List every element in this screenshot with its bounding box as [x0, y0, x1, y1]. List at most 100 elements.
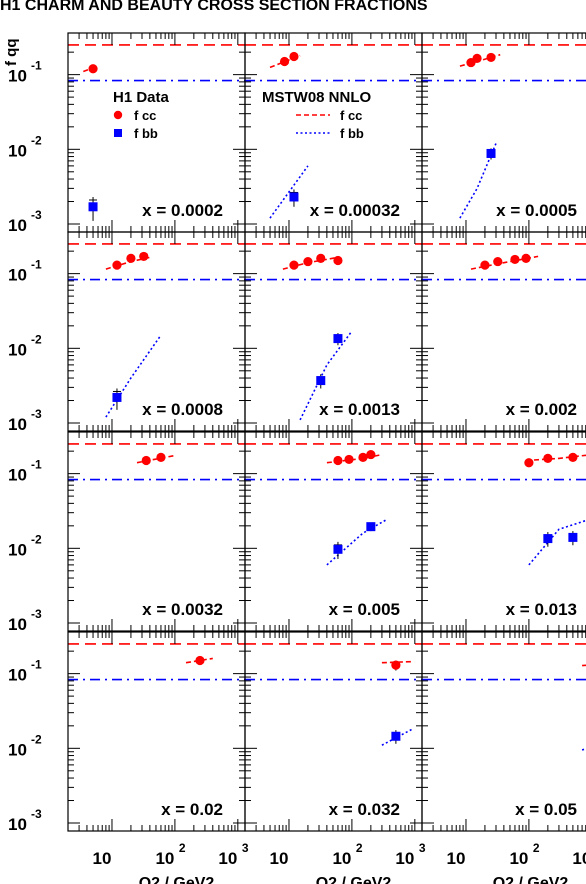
panel-label: x = 0.0013 [319, 400, 400, 419]
data-point-cc [333, 455, 343, 466]
y-tick-label: 10 -1 [8, 658, 42, 685]
data-point-cc [391, 660, 401, 670]
y-tick-base: 10 [8, 740, 27, 759]
x-tick-base: 10 [218, 849, 237, 868]
panel-content [422, 243, 586, 281]
panel-label: x = 0.0032 [142, 600, 223, 619]
theory-curve-cc [381, 660, 413, 664]
x-tick-exponent: 3 [419, 841, 426, 855]
panel-content [422, 44, 586, 219]
legend-label: f bb [134, 126, 158, 141]
data-point-cc [493, 256, 503, 267]
data-point-bb [391, 731, 401, 741]
panel-content [245, 44, 422, 219]
theory-curve-cc [185, 657, 213, 664]
x-tick-label: 10 2 [332, 841, 362, 868]
y-tick-base: 10 [8, 141, 27, 160]
y-tick-base: 10 [8, 67, 27, 86]
y-tick-exponent: -1 [31, 458, 42, 472]
legend-theory-header: MSTW08 NNLO [262, 89, 372, 106]
y-tick-base: 10 [8, 540, 27, 559]
x-tick-base: 10 [270, 849, 289, 868]
y-tick-label: 10 -3 [8, 607, 42, 634]
panel: x = 0.0013 [244, 231, 423, 432]
data-point-cc [289, 51, 299, 62]
y-tick-exponent: -3 [31, 807, 42, 821]
data-point-cc [126, 253, 136, 263]
x-tick-label: 10 2 [509, 841, 539, 868]
panel: x = 0.0005 [421, 32, 586, 233]
data-point-bb [316, 376, 326, 386]
y-tick-label: 10 -2 [8, 133, 42, 160]
panel-content [68, 443, 245, 481]
data-point-bb [543, 534, 553, 544]
y-tick-base: 10 [8, 615, 27, 634]
data-point-cc [472, 53, 482, 63]
panel-label: x = 0.0002 [142, 201, 223, 220]
legend-label: f cc [134, 108, 156, 123]
data-point-bb [486, 148, 496, 158]
y-tick-exponent: -3 [31, 607, 42, 621]
panel-content [422, 643, 586, 751]
panel: x = 0.05 [421, 631, 586, 832]
panel: x = 0.013 [421, 431, 586, 632]
data-point-cc [333, 255, 343, 266]
data-point-cc [358, 452, 368, 462]
data-point-cc [112, 260, 122, 270]
theory-curve-bb [381, 728, 413, 746]
data-point-cc [195, 655, 205, 666]
panel-content [245, 643, 422, 746]
y-tick-exponent: -3 [31, 407, 42, 421]
panel: x = 0.0008 [67, 231, 246, 432]
panel-content [245, 243, 422, 421]
x-tick-exponent: 2 [533, 841, 540, 855]
data-point-cc [139, 251, 149, 262]
panel: x = 0.002 [421, 231, 586, 432]
panel: x = 0.02 [67, 631, 246, 832]
panel-label: x = 0.02 [161, 800, 223, 819]
x-tick-label: 103 [218, 841, 248, 868]
y-tick-label: 10 -3 [8, 208, 42, 235]
x-tick-base: 10 [93, 849, 112, 868]
y-tick-label: 10 -2 [8, 332, 42, 359]
data-point-cc [480, 260, 490, 270]
panel-content [68, 243, 245, 418]
data-point-cc [486, 52, 496, 63]
data-point-cc [303, 256, 313, 267]
y-tick-base: 10 [8, 466, 27, 485]
data-point-bb [568, 532, 578, 542]
data-point-cc [156, 452, 166, 462]
theory-curve-cc [136, 454, 176, 464]
x-tick-label: 103 [395, 841, 425, 868]
panel-label: x = 0.002 [506, 400, 577, 419]
y-tick-base: 10 [8, 415, 27, 434]
y-tick-exponent: -2 [31, 732, 42, 746]
data-point-cc [510, 254, 520, 265]
data-point-cc [289, 260, 299, 270]
y-tick-exponent: -2 [31, 332, 42, 346]
theory-curve-cc [83, 65, 99, 73]
theory-curve-bb [581, 747, 586, 751]
data-point-cc [521, 253, 531, 263]
x-tick-label: 103 [572, 849, 586, 868]
legend-area: H1 Data f cc f bb MSTW08 NNLO f cc f bb [113, 89, 372, 141]
panel-label: x = 0.05 [515, 800, 577, 819]
panel: x = 0.005 [244, 431, 423, 632]
panel-content [422, 443, 586, 566]
data-point-cc [88, 64, 98, 74]
theory-curve-bb [326, 519, 387, 566]
y-tick-label: 10 -2 [8, 532, 42, 559]
x-tick-base: 10 [447, 849, 466, 868]
x-tick-base: 10 [572, 849, 586, 868]
data-point-bb [88, 202, 98, 212]
panel-label: x = 0.00032 [310, 201, 400, 220]
y-tick-exponent: -3 [31, 208, 42, 222]
data-point-cc [366, 449, 376, 460]
y-tick-label: 10 -3 [8, 807, 42, 834]
data-point-cc [141, 455, 151, 466]
legend-marker-cc [113, 110, 123, 120]
data-point-cc [344, 454, 354, 465]
y-tick-label: 10 -1 [8, 258, 42, 285]
y-tick-exponent: -2 [31, 532, 42, 546]
